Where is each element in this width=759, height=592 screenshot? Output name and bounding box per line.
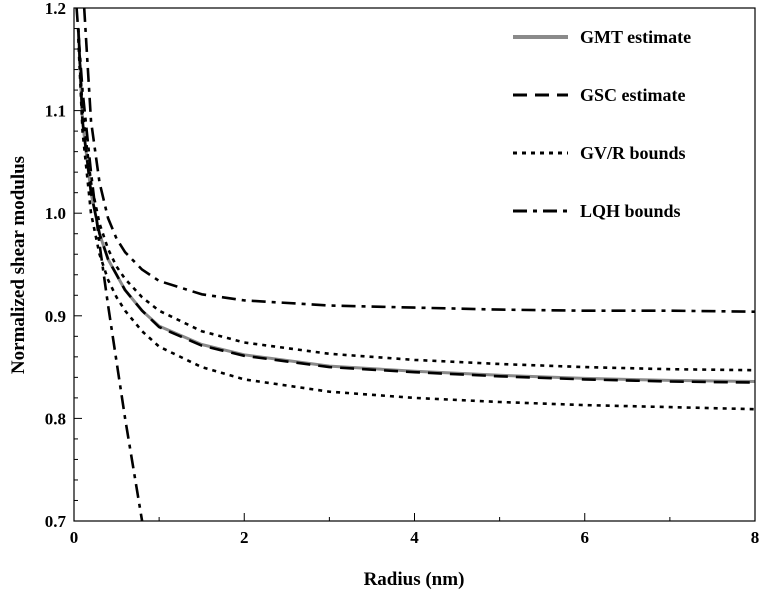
series-line-2: [77, 28, 755, 372]
x-axis-label: Radius (nm): [364, 569, 465, 590]
x-tick-label: 0: [70, 528, 79, 547]
legend-label: LQH bounds: [580, 201, 681, 221]
legend: GMT estimate GSC estimate GV/R bounds LQH b…: [513, 27, 691, 221]
y-tick-label: 0.9: [45, 307, 66, 326]
y-tick-label: 1.2: [45, 0, 66, 18]
series-line-1: [77, 28, 755, 384]
y-tick-label: 0.8: [45, 409, 66, 428]
y-axis-label: Normalized shear modulus: [8, 156, 29, 374]
legend-label: GSC estimate: [580, 85, 685, 105]
series-line-3: [77, 38, 755, 411]
legend-label: GMT estimate: [580, 27, 691, 47]
x-tick-label: 6: [581, 528, 590, 547]
legend-label: GV/R bounds: [580, 143, 686, 163]
x-tick-label: 4: [410, 528, 419, 547]
x-tick-label: 8: [751, 528, 759, 547]
series-layer: [75, 8, 755, 521]
axes: 0 2 4 6 8 0.7 0.8 0.9 1.0 1.1 1.2: [45, 0, 759, 547]
series-line-4: [82, 8, 755, 313]
y-tick-label: 1.1: [45, 102, 66, 121]
x-tick-label: 2: [240, 528, 249, 547]
y-tick-label: 0.7: [45, 512, 67, 531]
y-tick-label: 1.0: [45, 204, 66, 223]
